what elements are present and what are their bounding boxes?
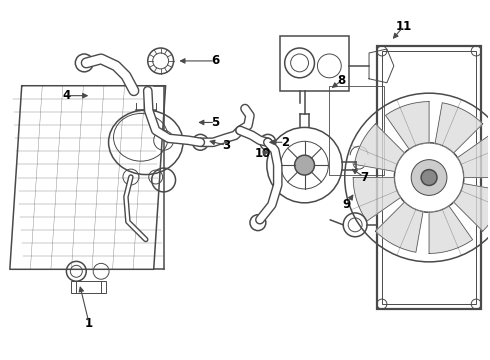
Text: 5: 5 <box>211 116 220 129</box>
Polygon shape <box>454 184 490 231</box>
Polygon shape <box>429 206 473 253</box>
Text: 11: 11 <box>395 20 412 33</box>
Text: 10: 10 <box>255 147 271 160</box>
Circle shape <box>411 159 447 195</box>
Text: 3: 3 <box>222 139 230 152</box>
Text: 4: 4 <box>62 89 71 102</box>
Polygon shape <box>375 202 423 252</box>
Text: 9: 9 <box>342 198 350 211</box>
Polygon shape <box>435 103 483 153</box>
Bar <box>382 51 476 304</box>
Bar <box>72 281 106 293</box>
Circle shape <box>421 170 437 185</box>
Polygon shape <box>353 177 401 221</box>
Text: 1: 1 <box>85 318 93 330</box>
Polygon shape <box>386 102 429 149</box>
Polygon shape <box>354 124 405 171</box>
Text: 8: 8 <box>337 74 345 87</box>
Circle shape <box>294 155 315 175</box>
Text: 2: 2 <box>281 136 289 149</box>
Text: 7: 7 <box>360 171 368 184</box>
Text: 6: 6 <box>211 54 220 67</box>
Polygon shape <box>458 134 490 177</box>
Bar <box>329 86 384 175</box>
Bar <box>280 36 349 91</box>
Bar <box>377 46 481 309</box>
